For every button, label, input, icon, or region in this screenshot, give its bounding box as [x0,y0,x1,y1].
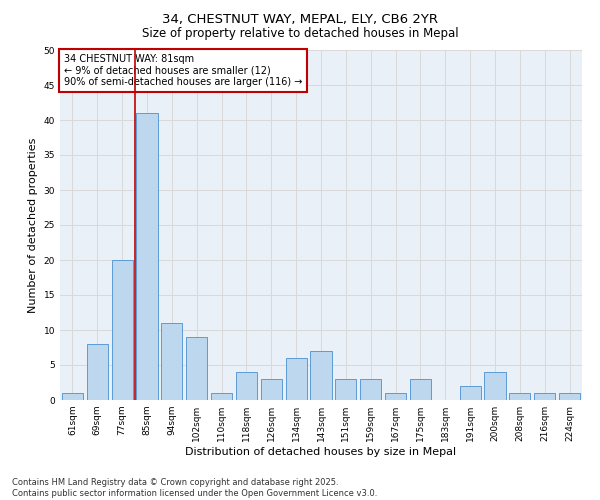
Text: 34, CHESTNUT WAY, MEPAL, ELY, CB6 2YR: 34, CHESTNUT WAY, MEPAL, ELY, CB6 2YR [162,12,438,26]
Text: 34 CHESTNUT WAY: 81sqm
← 9% of detached houses are smaller (12)
90% of semi-deta: 34 CHESTNUT WAY: 81sqm ← 9% of detached … [64,54,302,88]
Text: Size of property relative to detached houses in Mepal: Size of property relative to detached ho… [142,28,458,40]
Bar [161,323,182,400]
Bar [261,379,282,400]
X-axis label: Distribution of detached houses by size in Mepal: Distribution of detached houses by size … [185,447,457,457]
Text: Contains HM Land Registry data © Crown copyright and database right 2025.
Contai: Contains HM Land Registry data © Crown c… [12,478,377,498]
Bar [186,337,207,400]
Bar [87,344,108,400]
Bar [460,386,481,400]
Bar [211,393,232,400]
Bar [310,351,332,400]
Bar [62,393,83,400]
Bar [385,393,406,400]
Y-axis label: Number of detached properties: Number of detached properties [28,138,38,312]
Bar [509,393,530,400]
Bar [410,379,431,400]
Bar [236,372,257,400]
Bar [335,379,356,400]
Bar [484,372,506,400]
Bar [559,393,580,400]
Bar [360,379,381,400]
Bar [112,260,133,400]
Bar [286,358,307,400]
Bar [136,113,158,400]
Bar [534,393,555,400]
